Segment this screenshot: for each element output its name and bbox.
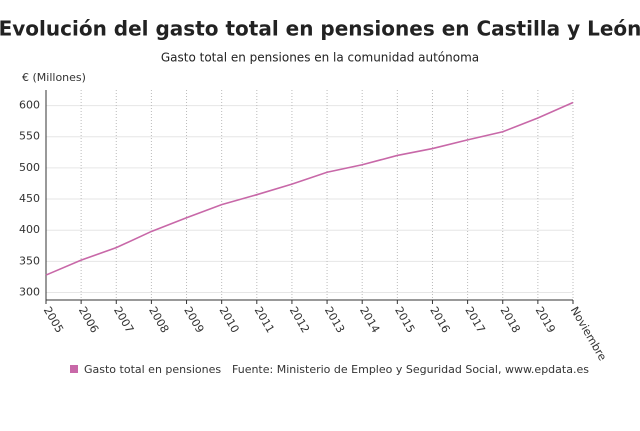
x-tick-label: 2008 [146, 305, 171, 336]
y-tick-label: 450 [19, 192, 40, 205]
x-tick-label: 2015 [392, 305, 417, 336]
chart-title: Evolución del gasto total en pensiones e… [0, 17, 640, 41]
x-tick-label: 2014 [357, 305, 382, 336]
y-tick-label: 600 [19, 99, 40, 112]
y-tick-label: 350 [19, 254, 40, 267]
y-tick-label: 500 [19, 161, 40, 174]
x-tick-label: 2018 [498, 305, 523, 336]
x-tick-label: 2005 [41, 305, 66, 336]
x-tick-label: 2006 [76, 305, 101, 336]
x-tick-label: 2007 [111, 305, 136, 336]
legend-swatch [70, 365, 78, 373]
y-tick-label: 400 [19, 223, 40, 236]
y-tick-label: 300 [19, 286, 40, 299]
x-tick-label: 2019 [533, 305, 558, 336]
legend-label: Gasto total en pensiones [84, 363, 221, 376]
x-tick-label: 2010 [216, 305, 241, 336]
x-tick-label: 2012 [287, 305, 312, 336]
x-tick-label: Noviembre [568, 305, 609, 364]
x-tick-label: 2009 [181, 305, 206, 336]
line [45, 101, 574, 276]
y-tick-label: 550 [19, 130, 40, 143]
x-tick-label: 2013 [322, 305, 347, 336]
y-axis-label: € (Millones) [22, 71, 86, 84]
source: Fuente: Ministerio de Empleo y Seguridad… [232, 363, 589, 376]
x-tick-label: 2017 [462, 305, 487, 336]
x-tick-label: 2011 [252, 305, 277, 336]
x-tick-label: 2016 [427, 305, 452, 336]
chart-subtitle: Gasto total en pensiones en la comunidad… [161, 51, 479, 65]
